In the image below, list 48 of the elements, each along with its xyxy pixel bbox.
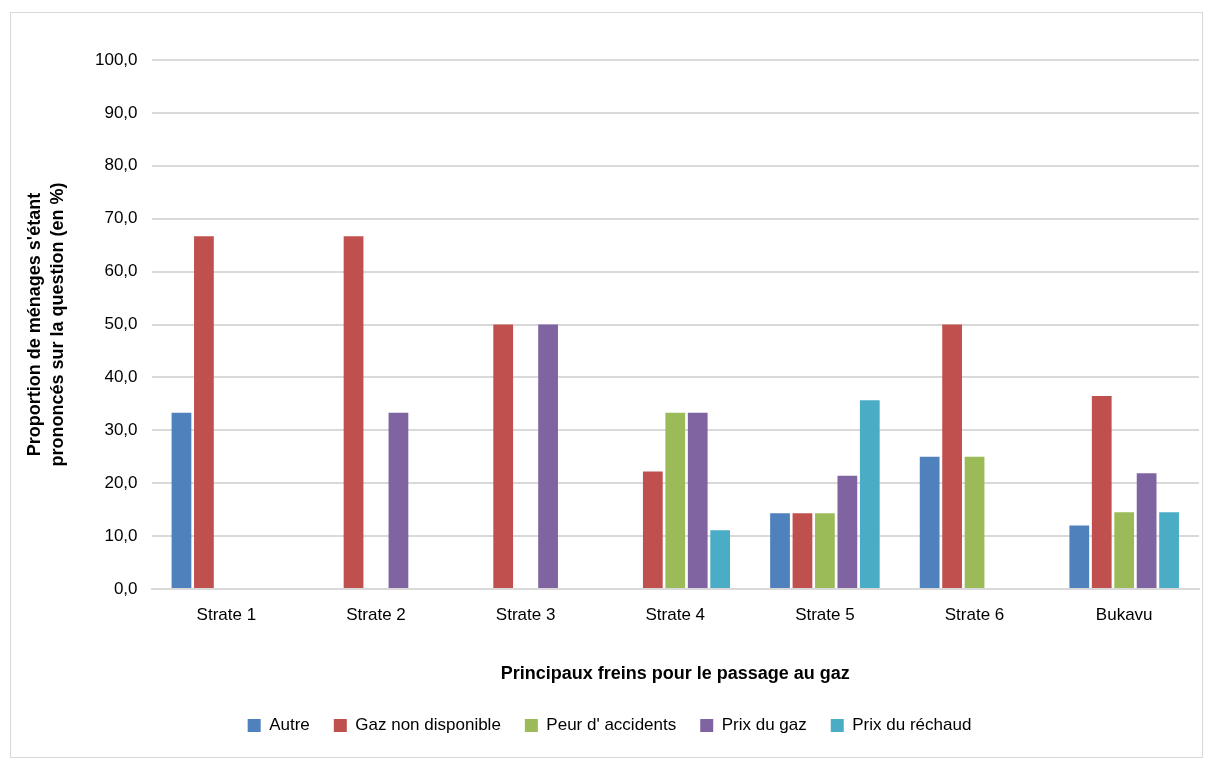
bar	[1114, 512, 1135, 588]
bar	[815, 513, 835, 588]
bar	[942, 324, 962, 588]
x-tick-label: Strate 4	[645, 604, 706, 624]
bar	[665, 412, 686, 588]
y-tick-label: 60,0	[104, 261, 138, 281]
x-tick-label: Strate 5	[795, 604, 855, 624]
bar	[493, 324, 514, 588]
bar	[1091, 395, 1112, 588]
y-axis-title: Proportion de ménages s'étant prononcés sur la question (en %)	[24, 182, 67, 467]
y-tick-label: 30,0	[104, 419, 138, 439]
y-tick-label: 10,0	[104, 525, 138, 545]
bar	[837, 475, 858, 588]
bar	[343, 236, 364, 588]
bar	[1136, 473, 1157, 588]
x-tick-label: Bukavu	[1095, 604, 1153, 624]
x-tick-label: Strate 1	[196, 604, 257, 624]
y-tick-label: 80,0	[104, 155, 138, 175]
legend-label: Prix du gaz	[721, 715, 807, 735]
bar	[687, 412, 708, 588]
bar	[919, 456, 940, 588]
bar	[770, 513, 790, 588]
y-tick-label: 50,0	[104, 314, 138, 334]
legend-label: Autre	[269, 715, 310, 735]
bar	[792, 513, 813, 588]
bar	[171, 412, 192, 588]
y-tick-label: 70,0	[104, 208, 138, 228]
x-axis-title: Principaux freins pour le passage au gaz	[500, 663, 850, 684]
bar	[1159, 512, 1179, 588]
x-tick-label: Strate 6	[944, 604, 1005, 624]
bar	[538, 324, 558, 588]
y-tick-label: 90,0	[104, 102, 138, 122]
bar	[642, 471, 663, 588]
y-tick-label: 20,0	[104, 472, 138, 492]
legend-label: Gaz non disponible	[355, 715, 501, 735]
bar	[194, 236, 214, 588]
legend-label: Prix du réchaud	[852, 715, 972, 735]
bar	[710, 530, 731, 588]
x-tick-label: Strate 3	[495, 604, 556, 624]
legend-label: Peur d' accidents	[546, 715, 677, 735]
y-tick-label: 100,0	[94, 49, 138, 69]
bar	[1069, 525, 1090, 588]
bar	[388, 412, 409, 588]
x-tick-label: Strate 2	[346, 604, 406, 624]
y-tick-label: 40,0	[104, 367, 138, 387]
bar	[964, 456, 985, 588]
y-tick-label: 0,0	[113, 578, 138, 598]
bar	[859, 400, 880, 588]
